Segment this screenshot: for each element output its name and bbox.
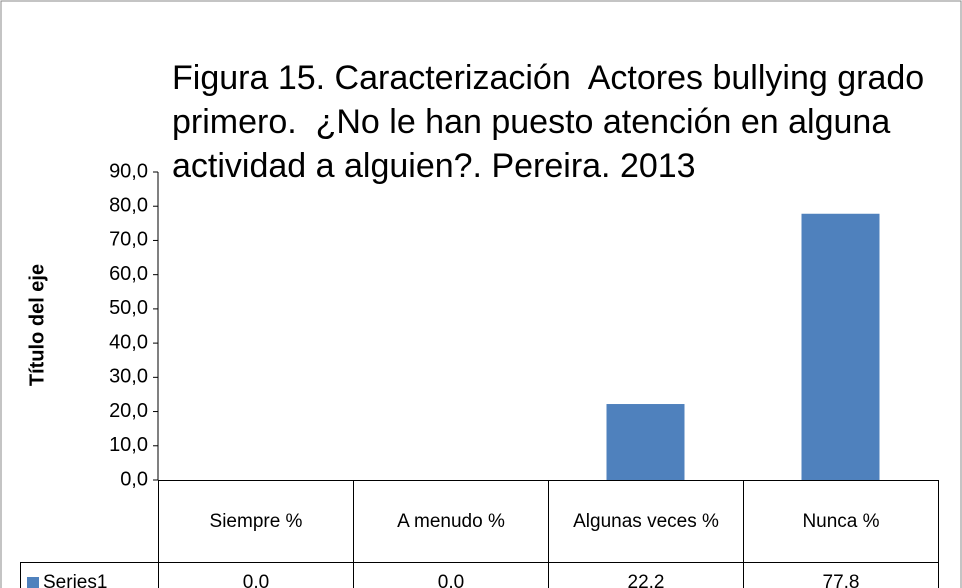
legend-label: Series1 (43, 571, 108, 588)
bar (606, 404, 685, 480)
y-tick-label: 80,0 (109, 195, 148, 217)
y-tick-label: 40,0 (109, 331, 148, 353)
y-tick-label: 60,0 (109, 263, 148, 285)
category-cell: Siempre % (158, 480, 354, 563)
category-cell: Algunas veces % (548, 480, 744, 563)
y-tick-label: 90,0 (109, 160, 148, 182)
value-cell: 0,0 (353, 562, 549, 588)
y-axis-title: Título del eje (26, 264, 48, 386)
legend-swatch (27, 576, 39, 588)
value-cell: 22,2 (548, 562, 744, 588)
y-tick-label: 10,0 (109, 434, 148, 456)
y-tick-label: 50,0 (109, 297, 148, 319)
y-tick-label: 20,0 (109, 400, 148, 422)
y-tick-label: 30,0 (109, 366, 148, 388)
value-cell: 0,0 (158, 562, 354, 588)
category-cell: Nunca % (743, 480, 939, 563)
y-tick-label: 70,0 (109, 229, 148, 251)
category-cell: A menudo % (353, 480, 549, 563)
chart-title: Figura 15. Caracterización Actores bully… (172, 59, 944, 185)
value-cell: 77,8 (743, 562, 939, 588)
legend-cell: Series1 (20, 562, 159, 588)
bar (801, 213, 880, 481)
y-tick-label: 0,0 (120, 468, 148, 490)
